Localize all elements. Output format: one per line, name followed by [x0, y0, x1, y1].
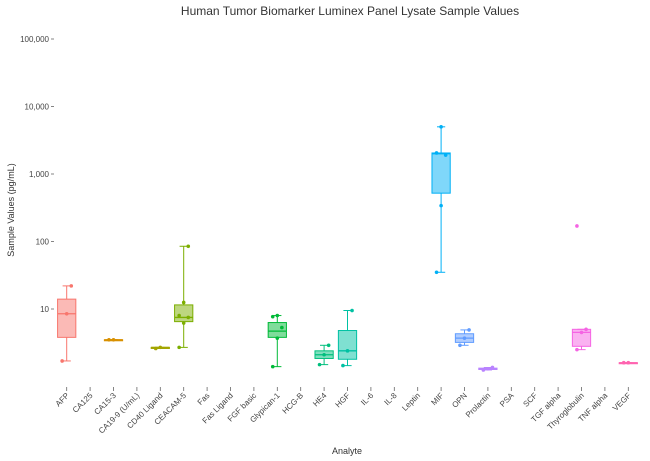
box-prolactin: [478, 365, 498, 372]
x-tick-label: HGF: [334, 391, 352, 409]
data-point: [443, 153, 448, 157]
y-tick-label: 100: [36, 238, 50, 247]
data-point: [177, 313, 181, 318]
data-point: [575, 224, 579, 228]
x-tick-label: Leptin: [400, 391, 422, 413]
data-point: [486, 367, 490, 371]
box-afp: [57, 284, 77, 363]
y-axis-title: Sample Values (pg/mL): [6, 163, 16, 256]
data-point: [186, 244, 191, 249]
x-tick-label: SCF: [521, 391, 539, 409]
data-point: [60, 359, 64, 363]
data-point: [107, 337, 111, 342]
x-tick-label: MIF: [429, 391, 445, 407]
data-point: [181, 300, 186, 305]
data-point: [462, 336, 467, 340]
data-point: [69, 284, 74, 288]
data-point: [326, 343, 331, 348]
x-tick-label: PSA: [498, 391, 516, 409]
box-plots: [57, 125, 638, 372]
x-tick-label: VEGF: [611, 391, 633, 413]
data-point: [275, 336, 280, 340]
y-axis: 10 100 1,000 10,000 100,000: [20, 35, 54, 314]
data-point: [341, 363, 345, 368]
box-he4: [314, 343, 334, 367]
data-point: [439, 203, 443, 208]
data-point: [158, 345, 163, 350]
x-axis-title: Analyte: [332, 446, 362, 456]
x-tick-label: IL-6: [359, 391, 376, 408]
chart-title: Human Tumor Biomarker Luminex Panel Lysa…: [181, 4, 519, 18]
box-hgf: [337, 308, 358, 368]
data-point: [153, 346, 158, 351]
box-cd40-ligand: [150, 345, 170, 351]
x-tick-label: Fas: [196, 391, 212, 407]
data-point: [270, 364, 275, 369]
data-point: [186, 315, 191, 320]
data-point: [434, 270, 439, 275]
x-tick-label: HCG-B: [281, 391, 306, 416]
data-point: [579, 330, 584, 335]
box-body: [337, 330, 358, 360]
data-point: [621, 360, 626, 365]
data-point: [458, 343, 462, 348]
data-point: [177, 345, 181, 350]
x-tick-label: HE4: [311, 391, 329, 409]
box-opn: [454, 328, 475, 348]
box-mif: [431, 125, 451, 275]
data-point: [626, 360, 631, 365]
box-vegf: [618, 360, 638, 365]
data-point: [275, 313, 280, 318]
data-point: [481, 368, 486, 372]
data-point: [575, 347, 579, 352]
y-tick-label: 10: [40, 305, 49, 314]
data-point: [350, 308, 354, 313]
data-point: [439, 125, 443, 129]
x-tick-label: Prolactin: [464, 391, 492, 419]
y-tick-label: 10,000: [25, 103, 50, 112]
box-thyroglobulin: [571, 224, 592, 352]
y-tick-label: 1,000: [29, 170, 50, 179]
data-point: [317, 362, 322, 367]
box-body: [431, 152, 451, 194]
x-tick-label: AFP: [54, 391, 71, 408]
data-point: [111, 337, 116, 342]
data-point: [270, 314, 275, 319]
x-tick-label: IL-8: [383, 391, 400, 408]
data-point: [280, 325, 284, 330]
x-tick-label: OPN: [450, 391, 469, 410]
data-point: [467, 328, 471, 332]
data-point: [181, 321, 186, 325]
box-ceacam-5: [174, 244, 194, 350]
box-ca15-3: [103, 337, 124, 342]
x-tick-label: CA125: [71, 391, 95, 415]
box-body: [57, 298, 77, 338]
box-body: [267, 322, 287, 338]
data-point: [490, 365, 495, 370]
box-body: [571, 328, 592, 347]
data-point: [64, 311, 69, 316]
y-tick-label: 100,000: [20, 35, 49, 44]
x-tick-label: CA19-9 (U/mL): [97, 391, 142, 436]
box-body: [174, 304, 194, 323]
data-point: [584, 327, 588, 332]
data-point: [434, 151, 439, 155]
box-glypican-1: [267, 313, 287, 369]
data-point: [345, 349, 350, 353]
data-point: [322, 352, 326, 357]
